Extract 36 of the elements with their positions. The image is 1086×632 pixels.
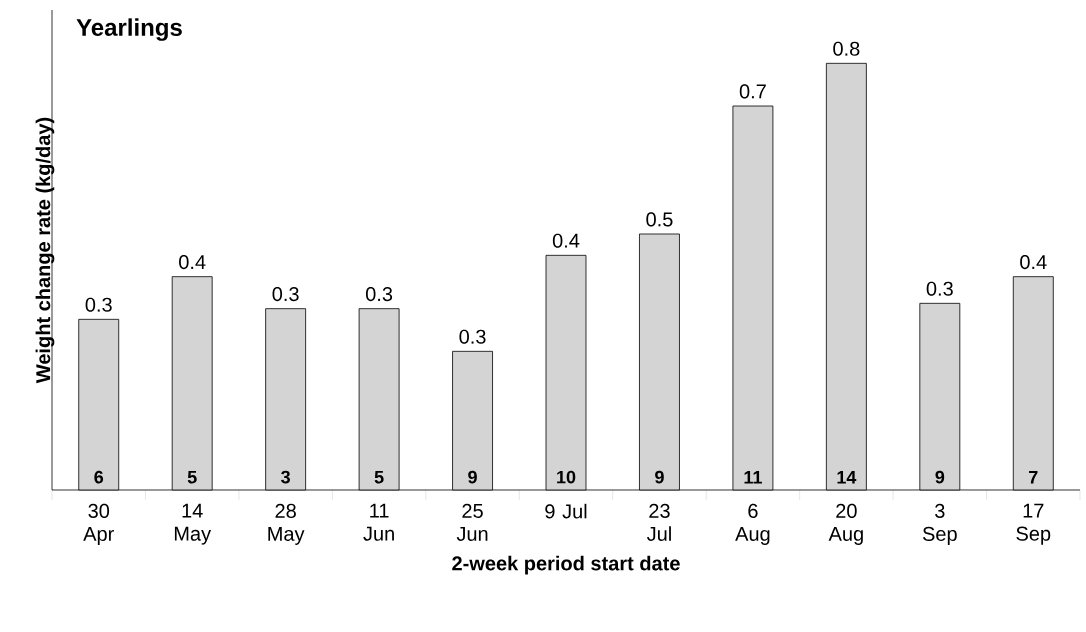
data-label: 0.5	[646, 212, 673, 227]
annotation: 5	[187, 470, 197, 484]
data-label: 0.8	[833, 41, 860, 56]
x-tick-label: 25 Jun	[456, 503, 488, 541]
data-label: 0.3	[459, 329, 486, 344]
x-tick-label: 28 May	[268, 503, 305, 545]
annotation: 5	[374, 470, 384, 484]
x-tick-label: 30 Apr	[83, 503, 114, 545]
chart-title: Yearlings	[76, 18, 182, 41]
y-axis-title: Weight change rate (kg/day)	[35, 117, 55, 384]
annotation: 9	[935, 470, 945, 484]
x-tick-label: 11 Jun	[363, 503, 394, 541]
data-label: 0.4	[179, 254, 206, 270]
x-tick-label: 9 Jul	[545, 503, 587, 519]
annotation: 6	[94, 470, 104, 484]
data-label: 0.7	[739, 84, 766, 99]
data-label: 0.3	[926, 281, 953, 296]
x-tick-label: 23 Jul	[646, 503, 671, 541]
x-tick-label: 17 Sep	[1016, 503, 1051, 545]
x-tick-label: 20 Aug	[828, 503, 863, 545]
data-label: 0.4	[552, 233, 580, 248]
data-label: 0.3	[365, 286, 393, 302]
annotation: 10	[557, 470, 576, 484]
annotation: 9	[468, 470, 477, 484]
data-label: 0.3	[272, 286, 299, 302]
x-tick-label: 14 May	[174, 503, 212, 545]
x-tick-label: 6 Aug	[735, 503, 770, 545]
annotation: 11	[744, 471, 762, 484]
annotation: 14	[837, 471, 857, 484]
data-label: 0.3	[85, 297, 112, 312]
data-label: 0.4	[1020, 254, 1047, 270]
x-axis-title: 2-week period start date	[452, 555, 680, 575]
x-tick-label: 3 Sep	[922, 503, 957, 545]
annotation: 9	[655, 470, 664, 484]
annotation: 3	[281, 470, 290, 484]
annotation: 7	[1029, 471, 1038, 484]
